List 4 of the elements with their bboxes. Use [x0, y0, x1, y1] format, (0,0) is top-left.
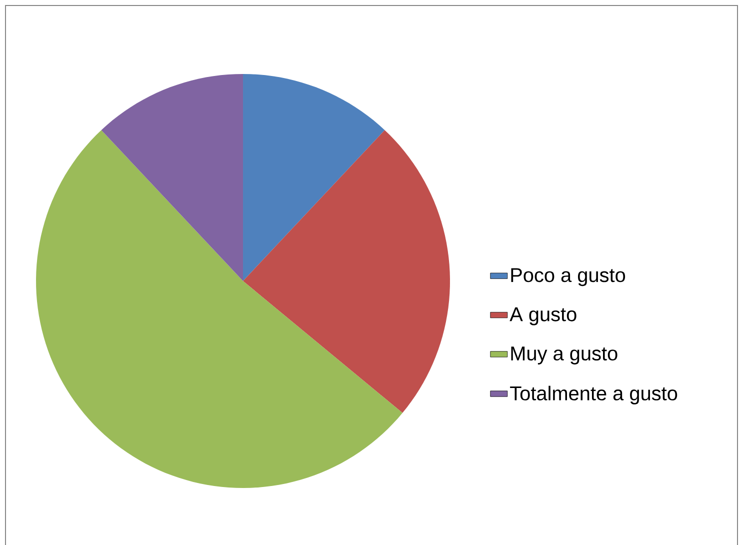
legend-label: A gusto	[510, 307, 576, 326]
legend-label: Totalmente a gusto	[510, 386, 678, 404]
legend-label: Poco a gusto	[511, 268, 626, 286]
legend-label: Muy a gusto	[511, 346, 618, 364]
